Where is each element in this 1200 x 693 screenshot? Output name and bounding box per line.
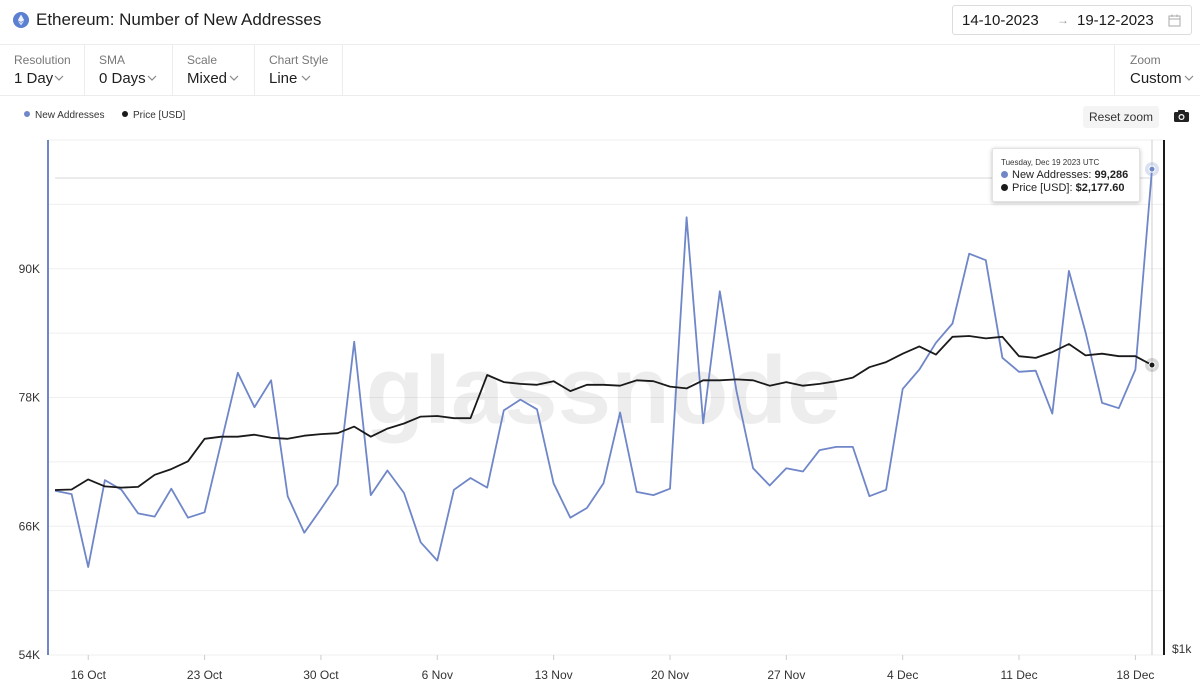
tooltip-dot xyxy=(1001,184,1008,191)
chevron-down-icon xyxy=(301,75,311,81)
tooltip-row-price: Price [USD]: $2,177.60 xyxy=(1001,182,1125,194)
series-group xyxy=(54,169,1153,568)
x-tick-label: 11 Dec xyxy=(1000,668,1037,682)
tooltip-date: Tuesday, Dec 19 2023 UTC xyxy=(1001,158,1100,167)
x-tick-label: 6 Nov xyxy=(422,668,453,682)
x-tick-label: 16 Oct xyxy=(71,668,107,682)
tooltip-value: $2,177.60 xyxy=(1075,182,1125,194)
camera-icon[interactable] xyxy=(1173,109,1190,123)
sma-label: SMA xyxy=(99,53,126,67)
chart-style-dropdown[interactable]: Chart Style Line xyxy=(255,45,343,95)
legend-item-new-addresses[interactable]: New Addresses xyxy=(24,110,104,121)
zoom-dropdown[interactable]: Zoom Custom xyxy=(1114,45,1200,95)
legend-label: New Addresses xyxy=(35,110,105,121)
x-tick-label: 4 Dec xyxy=(887,668,918,682)
legend-item-price[interactable]: Price [USD] xyxy=(122,110,185,121)
x-tick-label: 13 Nov xyxy=(535,668,573,682)
zoom-value: Custom xyxy=(1130,70,1182,87)
line-chart: glassnode 54K 66K 78K 90K $1k 16 Oct 23 Oct 3… xyxy=(19,139,1192,682)
y-tick-label: 90K xyxy=(19,262,40,276)
chart-tooltip: Tuesday, Dec 19 2023 UTC New Addresses: … xyxy=(992,148,1140,202)
chevron-down-icon xyxy=(1184,75,1194,81)
date-from-input[interactable]: 14-10-2023 xyxy=(962,12,1039,29)
chevron-down-icon xyxy=(54,75,64,81)
x-tick-label: 18 Dec xyxy=(1116,668,1154,682)
watermark: glassnode xyxy=(366,337,841,444)
reset-zoom-button[interactable]: Reset zoom xyxy=(1083,106,1159,128)
sma-value: 0 Days xyxy=(99,70,146,87)
arrow-right-icon: → xyxy=(1057,13,1069,27)
sma-dropdown[interactable]: SMA 0 Days xyxy=(85,45,173,95)
tooltip-value: 99,286 xyxy=(1094,169,1129,181)
zoom-label: Zoom xyxy=(1130,53,1161,67)
tooltip-label: New Addresses: xyxy=(1012,169,1092,181)
y-axis-right: $1k xyxy=(1172,642,1192,656)
scale-value: Mixed xyxy=(187,70,228,87)
scale-label: Scale xyxy=(187,53,218,67)
y-tick-label: 78K xyxy=(19,391,40,405)
grid-lines xyxy=(48,139,1164,656)
chart-style-value: Line xyxy=(269,70,298,87)
ethereum-icon xyxy=(13,12,29,28)
calendar-icon[interactable] xyxy=(1168,14,1181,27)
resolution-dropdown[interactable]: Resolution 1 Day xyxy=(0,45,85,95)
legend-dot xyxy=(24,111,30,117)
hover-marker-new-addresses xyxy=(1148,165,1156,173)
series-line-new-addresses xyxy=(54,169,1153,568)
hover-marker-price xyxy=(1148,361,1156,369)
series-line-price xyxy=(54,335,1153,491)
tooltip-row-new-addresses: New Addresses: 99,286 xyxy=(1001,169,1128,181)
y-tick-label: 66K xyxy=(19,519,40,533)
x-tick-label: 23 Oct xyxy=(187,668,223,682)
chevron-down-icon xyxy=(229,75,239,81)
tooltip-label: Price [USD]: xyxy=(1012,182,1073,194)
scale-dropdown[interactable]: Scale Mixed xyxy=(173,45,255,95)
resolution-label: Resolution xyxy=(14,53,71,67)
hover-markers xyxy=(1145,162,1159,373)
legend-dot xyxy=(122,111,128,117)
page-title: Ethereum: Number of New Addresses xyxy=(36,10,322,29)
x-tick-label: 20 Nov xyxy=(651,668,689,682)
x-tick-label: 27 Nov xyxy=(767,668,805,682)
legend-label: Price [USD] xyxy=(133,110,186,121)
y-right-tick-label: $1k xyxy=(1172,642,1192,656)
tooltip-dot xyxy=(1001,171,1008,178)
x-axis: 16 Oct 23 Oct 30 Oct 6 Nov 13 Nov 20 Nov 27 No… xyxy=(71,655,1154,682)
resolution-value: 1 Day xyxy=(14,70,54,87)
y-tick-label: 54K xyxy=(19,648,40,662)
chevron-down-icon xyxy=(147,75,157,81)
y-axis-left: 54K 66K 78K 90K xyxy=(19,262,40,662)
date-range-picker[interactable]: 14-10-2023 → 19-12-2023 xyxy=(952,5,1192,35)
chart-controls: Resolution 1 Day SMA 0 Days Scale Mixed … xyxy=(0,45,1200,96)
date-to-input[interactable]: 19-12-2023 xyxy=(1077,12,1154,29)
header-bar: Ethereum: Number of New Addresses 14-10-… xyxy=(0,0,1200,45)
x-tick-label: 30 Oct xyxy=(303,668,339,682)
chart-style-label: Chart Style xyxy=(269,53,329,67)
